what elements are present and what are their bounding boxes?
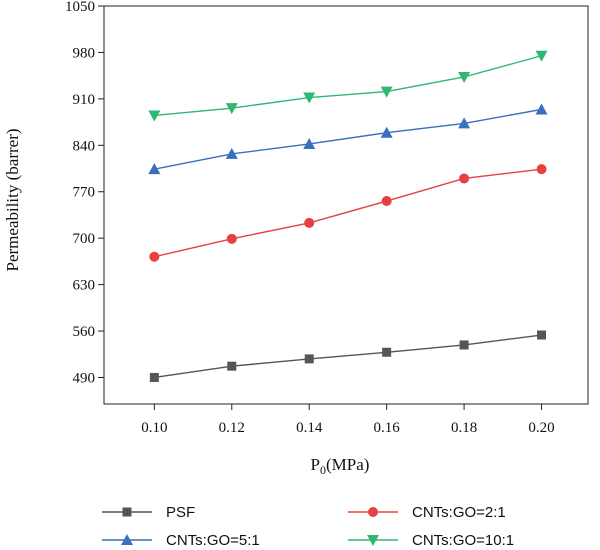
x-tick-label-5: 0.20 [528,420,554,436]
y-tick-label-770: 770 [73,185,96,201]
data-point-cnts-go-5-1-2 [303,137,316,149]
x-tick-label-4: 0.18 [451,420,477,436]
legend-item-psf: PSF [102,504,195,521]
y-tick-label-700: 700 [73,231,96,247]
data-point-cnts-go-5-1-5 [535,103,548,115]
data-point-cnts-go-5-1-0 [148,163,161,175]
series-line-cnts-go-2-1 [154,168,542,258]
legend-item-cnts-go-10-1: CNTs:GO=10:1 [348,532,514,549]
legend: PSF CNTs:GO=5:1 CNTs:GO=2:1 CNTs:GO=10:1 [102,504,514,549]
data-point-cnts-go-5-1-4 [458,117,471,129]
y-tick-label-560: 560 [73,324,96,340]
data-point-cnts-go-10-1-2 [303,92,316,104]
series-line-cnts-go-5-1 [154,108,542,170]
series-layer [148,50,548,382]
series-cnts-go-10-1 [148,50,548,122]
x-axis: 0.10 0.12 0.14 0.16 0.18 0.20 [141,404,555,436]
data-point-cnts-go-5-1-1 [225,147,238,159]
legend-label-cnts-go-2-1: CNTs:GO=2:1 [412,504,506,521]
data-point-cnts-go-2-1-3 [381,196,392,207]
data-point-psf-4 [459,340,469,350]
data-point-cnts-go-5-1-3 [380,126,393,138]
y-axis: 490 560 630 700 770 840 910 980 1050 [65,0,104,386]
data-point-cnts-go-2-1-2 [304,217,315,228]
legend-label-cnts-go-10-1: CNTs:GO=10:1 [412,532,514,549]
x-tick-label-3: 0.16 [374,420,401,436]
y-axis-label: Permeability (barrer) [3,128,22,271]
data-point-cnts-go-2-1-0 [149,251,160,262]
y-tick-label-980: 980 [73,45,96,61]
x-axis-label-unit: (MPa) [326,455,369,474]
data-point-cnts-go-2-1-5 [536,164,547,175]
x-axis-label: P0(MPa) [311,455,370,477]
data-point-psf-1 [227,361,237,371]
data-point-psf-3 [382,347,392,357]
x-tick-label-1: 0.12 [219,420,245,436]
series-line-cnts-go-10-1 [154,55,542,117]
data-point-cnts-go-10-1-0 [148,110,161,122]
legend-marker-cnts-go-5-1 [121,534,133,545]
y-tick-label-630: 630 [73,278,96,294]
series-line-psf [154,334,542,379]
data-point-cnts-go-2-1-1 [226,233,237,244]
data-point-cnts-go-10-1-1 [225,103,238,115]
data-point-cnts-go-10-1-3 [380,86,393,98]
x-axis-label-main: P [311,455,320,474]
legend-marker-cnts-go-2-1 [368,507,378,517]
y-tick-label-1050: 1050 [65,0,95,15]
legend-item-cnts-go-5-1: CNTs:GO=5:1 [102,532,260,549]
x-tick-label-0: 0.10 [141,420,167,436]
x-tick-label-2: 0.14 [296,420,323,436]
data-point-psf-2 [304,354,314,364]
data-point-cnts-go-2-1-4 [459,173,470,184]
data-point-psf-0 [149,372,159,382]
plot-border [103,5,589,405]
plot-frame [103,5,589,405]
y-tick-label-840: 840 [73,138,96,154]
series-cnts-go-5-1 [148,103,548,175]
data-point-psf-5 [537,330,547,340]
x-axis-label-subscript: 0 [320,463,326,477]
legend-item-cnts-go-2-1: CNTs:GO=2:1 [348,504,506,521]
legend-marker-psf [122,507,132,517]
y-tick-label-490: 490 [73,370,96,386]
legend-label-cnts-go-5-1: CNTs:GO=5:1 [166,532,260,549]
series-cnts-go-2-1 [149,164,547,262]
data-point-cnts-go-10-1-5 [535,50,548,62]
data-point-cnts-go-10-1-4 [458,71,471,83]
series-psf [149,330,547,382]
legend-label-psf: PSF [166,504,195,521]
legend-marker-cnts-go-10-1 [367,535,379,546]
y-tick-label-910: 910 [73,92,96,108]
